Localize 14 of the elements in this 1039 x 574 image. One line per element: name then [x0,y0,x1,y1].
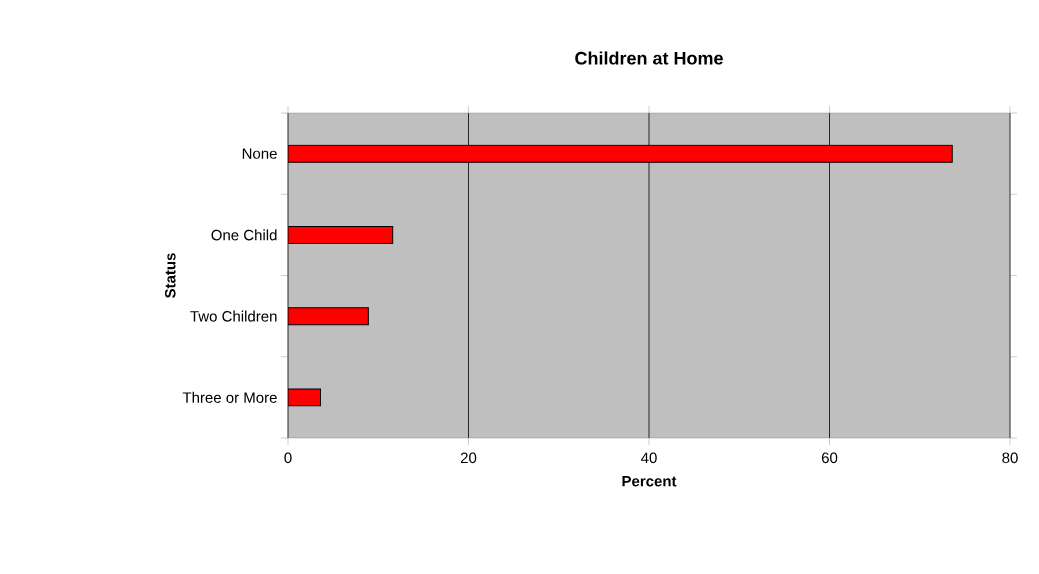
y-tick-label: Two Children [190,310,277,322]
x-axis-title: Percent [622,476,677,487]
x-tick-label: 80 [1002,452,1018,464]
y-tick-label: None [242,148,277,159]
x-tick-label: 60 [821,452,838,464]
x-tick-label: 0 [284,452,292,464]
y-tick-label: Three or More [182,391,277,403]
x-tick-label: 20 [460,452,477,464]
bar [288,307,369,326]
bar [288,225,394,244]
y-axis-title: Status [164,253,176,298]
x-tick-label: 40 [641,452,657,464]
chart-title: Children at Home [575,51,723,65]
y-tick-label: One Child [211,229,277,241]
